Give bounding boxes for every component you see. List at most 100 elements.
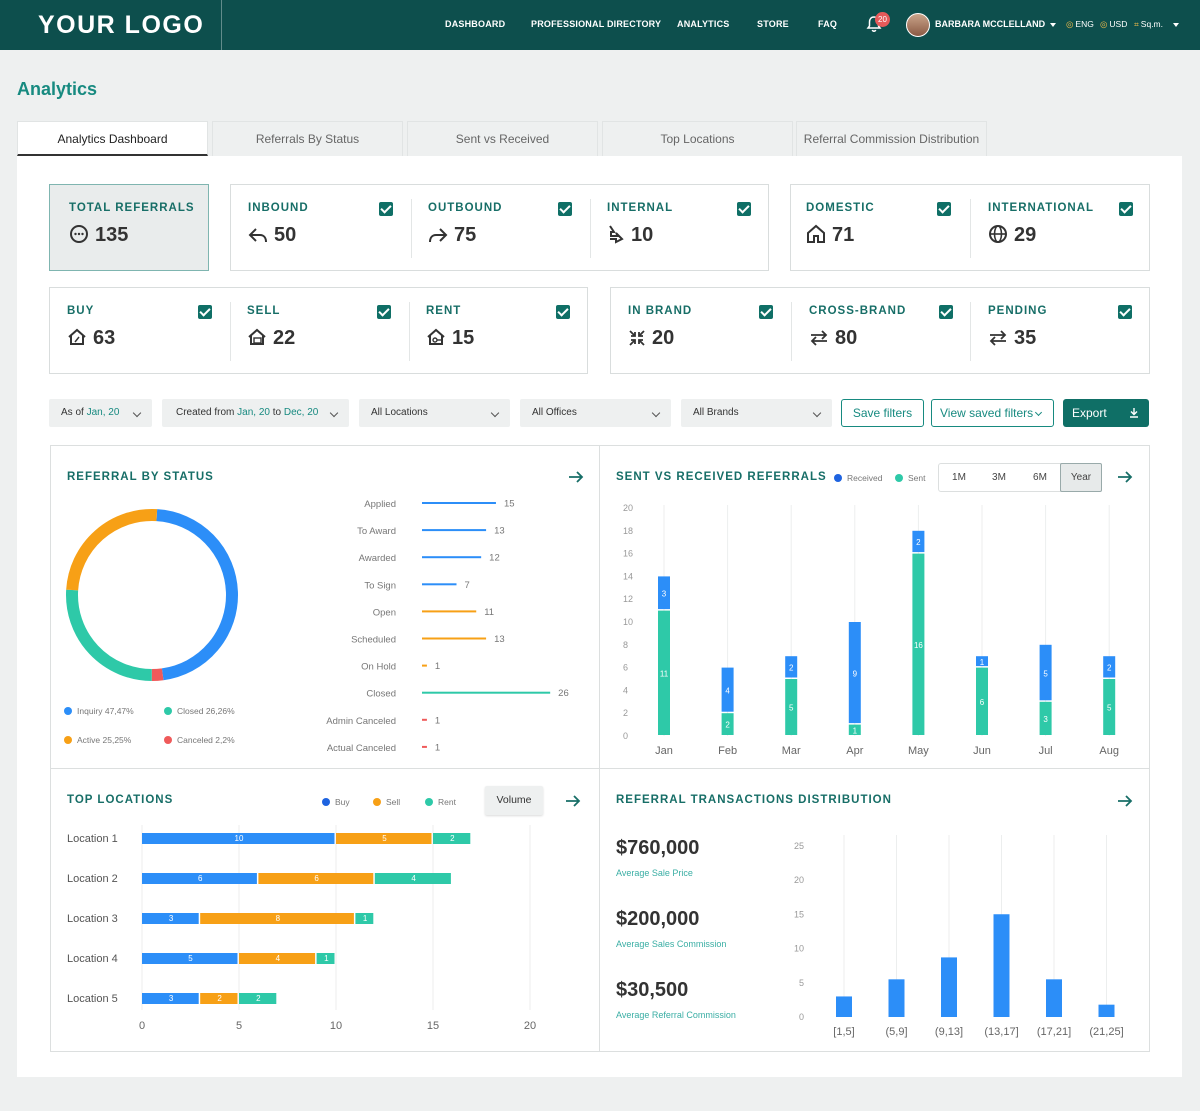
- bar-value-label: 11: [484, 607, 494, 618]
- donut-slice: [66, 589, 152, 681]
- internal-checkbox[interactable]: [737, 202, 751, 216]
- status-bar-chart: Applied 15 To Award 13 Awarded 12 To Sign 7 Open…: [326, 499, 568, 754]
- chevron-down-icon: [1173, 22, 1179, 27]
- total-referrals-card[interactable]: TOTAL REFERRALS 135: [49, 184, 209, 271]
- tab-commission-distribution[interactable]: Referral Commission Distribution: [796, 121, 987, 156]
- currency-value: USD: [1109, 19, 1128, 29]
- view-saved-filters-button[interactable]: View saved filters: [931, 399, 1054, 427]
- bar-value-label: 12: [489, 553, 500, 564]
- location-bar: [355, 913, 374, 924]
- bar: [422, 610, 477, 613]
- received-bar: [785, 656, 798, 678]
- legend-label: Received: [847, 473, 883, 483]
- avatar[interactable]: [906, 13, 930, 37]
- tab-sent-vs-received[interactable]: Sent vs Received: [407, 121, 598, 156]
- save-filters-button[interactable]: Save filters: [841, 399, 924, 427]
- sent-bar: [912, 553, 925, 735]
- sent-received-bar-chart: 02468101214161820113Jan24Feb52Mar19Apr16…: [623, 503, 1119, 757]
- received-value-label: 4: [725, 686, 730, 695]
- currency-select[interactable]: ◎ USD: [1100, 19, 1127, 30]
- pending-checkbox[interactable]: [1118, 305, 1132, 319]
- arrow-right-icon[interactable]: [568, 471, 584, 483]
- referral-status-card: [50, 445, 600, 769]
- cross-brand-checkbox[interactable]: [939, 305, 953, 319]
- units-select[interactable]: ⌗ Sq.m.: [1134, 19, 1179, 30]
- location-value-label: 1: [363, 914, 368, 923]
- arrow-right-icon[interactable]: [1117, 471, 1133, 483]
- coin-icon: ◎: [1100, 19, 1108, 29]
- rent-checkbox[interactable]: [556, 305, 570, 319]
- x-tick-label: 15: [427, 1020, 439, 1032]
- domestic-checkbox[interactable]: [937, 202, 951, 216]
- range-1m[interactable]: 1M: [952, 472, 966, 483]
- nav-analytics[interactable]: ANALYTICS: [677, 19, 730, 29]
- range-3m[interactable]: 3M: [992, 472, 1006, 483]
- status-donut-chart: [66, 509, 238, 682]
- export-button[interactable]: Export: [1063, 399, 1149, 427]
- date-range-filter[interactable]: Created from Jan, 20 to Dec, 20: [162, 399, 349, 427]
- legend-swatch: [64, 707, 72, 715]
- brand-card: IN BRAND 20 CROSS-BRAND 80 PENDING 35: [610, 287, 1150, 374]
- inbound-checkbox[interactable]: [379, 202, 393, 216]
- as-of-filter[interactable]: As of Jan, 20: [49, 399, 152, 427]
- kpi-label: IN BRAND: [628, 305, 693, 317]
- language-select[interactable]: ◎ ENG: [1066, 19, 1094, 30]
- received-bar: [1103, 656, 1116, 678]
- house-percent-icon: [68, 328, 86, 345]
- tab-analytics-dashboard[interactable]: Analytics Dashboard: [17, 121, 208, 156]
- histogram-bar: [836, 996, 852, 1017]
- location-value-label: 6: [198, 874, 203, 883]
- filter-prefix: Created from: [176, 407, 238, 418]
- page-title: Analytics: [17, 79, 98, 99]
- chevron-down-icon: [812, 408, 822, 418]
- location-bar: [200, 993, 238, 1004]
- swap-arrows-icon: [810, 330, 828, 346]
- in-brand-checkbox[interactable]: [759, 305, 773, 319]
- language-value: ENG: [1075, 19, 1094, 29]
- bar: [422, 745, 427, 748]
- legend-swatch: [322, 798, 330, 806]
- received-value-label: 1: [980, 658, 985, 667]
- area-icon: ⌗: [1134, 19, 1139, 29]
- tab-top-locations[interactable]: Top Locations: [602, 121, 793, 156]
- user-menu[interactable]: BARBARA MCCLELLAND: [935, 19, 1057, 29]
- nav-dashboard[interactable]: DASHBOARD: [445, 19, 506, 29]
- outbound-checkbox[interactable]: [558, 202, 572, 216]
- offices-select[interactable]: All Offices: [520, 399, 671, 427]
- legend-label: Rent: [438, 797, 456, 807]
- nav-faq[interactable]: FAQ: [818, 19, 838, 29]
- kpi-value: 22: [273, 327, 296, 349]
- divider: [230, 302, 231, 361]
- chart-title: SENT VS RECEIVED REFERRALS: [616, 471, 827, 483]
- arrow-right-icon[interactable]: [565, 795, 581, 807]
- location-value-label: 3: [169, 914, 174, 923]
- x-tick-label: (5,9]: [885, 1026, 907, 1038]
- international-checkbox[interactable]: [1119, 202, 1133, 216]
- sell-checkbox[interactable]: [377, 305, 391, 319]
- legend-rent: Rent: [425, 797, 456, 807]
- globe-icon: [989, 225, 1007, 243]
- filter-to-label: to: [269, 407, 284, 418]
- bar-category-label: Closed: [366, 689, 396, 700]
- kpi-value: 71: [832, 224, 855, 246]
- received-value-label: 5: [1043, 669, 1048, 678]
- volume-toggle[interactable]: Volume: [485, 786, 543, 815]
- range-6m[interactable]: 6M: [1033, 472, 1047, 483]
- brands-select[interactable]: All Brands: [681, 399, 832, 427]
- received-value-label: 9: [853, 669, 858, 678]
- logo[interactable]: YOUR LOGO: [38, 11, 205, 39]
- buy-checkbox[interactable]: [198, 305, 212, 319]
- arrow-right-icon[interactable]: [1117, 795, 1133, 807]
- bar-category-label: Scheduled: [351, 635, 396, 646]
- swap-arrows-icon: [989, 330, 1007, 346]
- nav-professional-directory[interactable]: PROFESSIONAL DIRECTORY: [531, 19, 662, 29]
- nav-store[interactable]: STORE: [757, 19, 789, 29]
- range-year[interactable]: Year: [1060, 463, 1102, 492]
- bar-category-label: On Hold: [361, 662, 396, 673]
- locations-select[interactable]: All Locations: [359, 399, 510, 427]
- locations-value: All Locations: [371, 407, 428, 418]
- received-bar: [721, 667, 734, 712]
- x-tick-label: Feb: [718, 745, 737, 757]
- tab-referrals-by-status[interactable]: Referrals By Status: [212, 121, 403, 156]
